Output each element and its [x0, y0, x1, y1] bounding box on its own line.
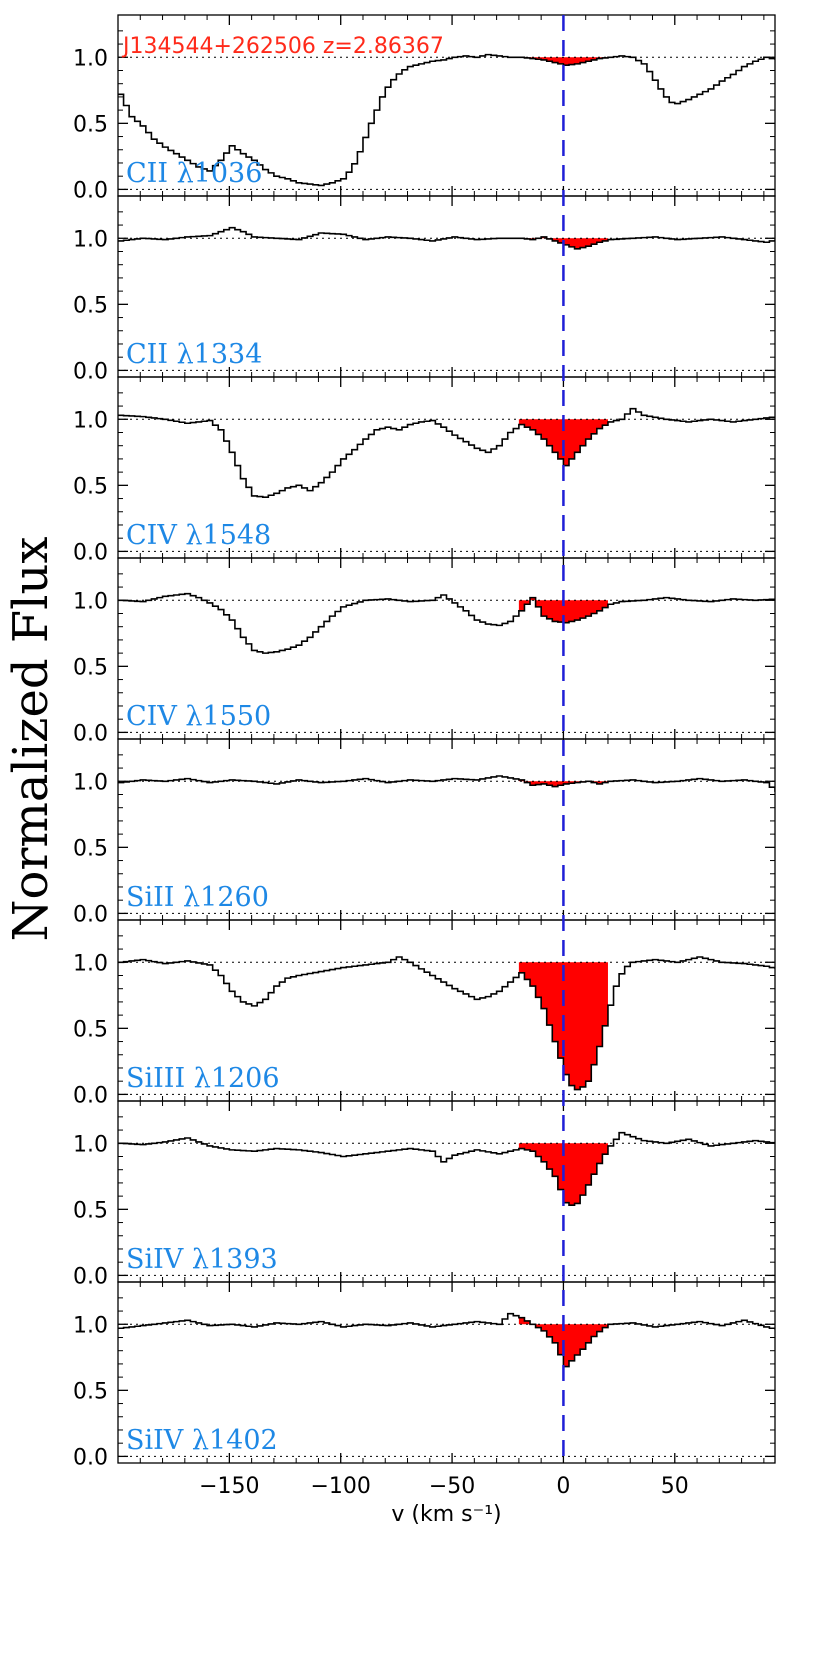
spectrum-line	[118, 1131, 775, 1207]
y-tick-label: 0.0	[73, 1264, 108, 1289]
panel-frame	[117, 1281, 776, 1464]
spectrum-line	[118, 407, 775, 499]
y-tick-label: 1.0	[73, 408, 108, 433]
panel-6: 0.0 0.5 1.0 SiIV λ1393	[73, 1100, 776, 1289]
y-tick-label: 0.5	[73, 1017, 108, 1042]
y-tick-label: 0.0	[73, 359, 108, 384]
absorption-fill	[518, 597, 608, 623]
y-tick-label: 0.0	[73, 721, 108, 746]
y-tick-label: 1.0	[73, 1313, 108, 1338]
panel-1: 0.0 0.5 1.0 CII λ1334	[73, 195, 776, 384]
x-tick-label: −50	[429, 1474, 475, 1499]
y-tick-label: 0.0	[73, 540, 108, 565]
x-tick-label: −150	[199, 1474, 259, 1499]
y-tick-label: 1.0	[73, 46, 108, 71]
y-tick-label: 1.0	[73, 951, 108, 976]
ion-label: SiII λ1260	[126, 882, 269, 913]
y-tick-label: 0.5	[73, 293, 108, 318]
x-tick-label: 0	[556, 1474, 570, 1499]
spectrum-line	[118, 1312, 775, 1368]
y-tick-label: 0.5	[73, 112, 108, 137]
x-tick-label: 50	[661, 1474, 689, 1499]
y-tick-label: 1.0	[73, 227, 108, 252]
x-axis-label: v (km s⁻¹)	[391, 1502, 501, 1527]
panel-5: 0.0 0.5 1.0 SiIII λ1206	[73, 919, 776, 1108]
y-tick-label: 0.0	[73, 1445, 108, 1470]
y-tick-label: 0.5	[73, 1379, 108, 1404]
sightline-title: J134544+262506 z=2.86367	[121, 34, 444, 59]
y-tick-label: 0.0	[73, 1083, 108, 1108]
y-tick-label: 1.0	[73, 589, 108, 614]
spectrum-line	[118, 956, 775, 1091]
ion-label: CII λ1036	[126, 158, 262, 189]
y-tick-label: 0.5	[73, 655, 108, 680]
x-axis-ticks: −150 −100 −50 0 50	[199, 1474, 689, 1499]
spectrum-line	[118, 592, 775, 654]
y-tick-label: 1.0	[73, 1132, 108, 1157]
ion-label: SiIII λ1206	[126, 1063, 280, 1094]
spectrum-line	[118, 775, 775, 792]
ion-label: CII λ1334	[126, 339, 262, 370]
ion-label: CIV λ1550	[126, 701, 271, 732]
y-tick-label: 0.5	[73, 474, 108, 499]
ion-label: CIV λ1548	[126, 520, 271, 551]
y-tick-label: 0.0	[73, 178, 108, 203]
y-tick-label: 0.5	[73, 1198, 108, 1223]
ion-label: SiIV λ1393	[126, 1244, 278, 1275]
panel-4: 0.0 0.5 1.0 SiII λ1260	[73, 738, 776, 927]
y-tick-label: 1.0	[73, 770, 108, 795]
spectrum-line	[118, 226, 775, 250]
panel-7: 0.0 0.5 1.0 SiIV λ1402	[73, 1281, 776, 1470]
spectrum-line	[118, 53, 775, 187]
ion-label: SiIV λ1402	[126, 1425, 278, 1456]
y-tick-label: 0.5	[73, 836, 108, 861]
y-tick-label: 0.0	[73, 902, 108, 927]
panel-3: 0.0 0.5 1.0 CIV λ1550	[73, 557, 776, 746]
panel-2: 0.0 0.5 1.0 CIV λ1548	[73, 376, 776, 565]
x-tick-label: −100	[310, 1474, 370, 1499]
y-axis-label: Normalized Flux	[3, 537, 59, 942]
